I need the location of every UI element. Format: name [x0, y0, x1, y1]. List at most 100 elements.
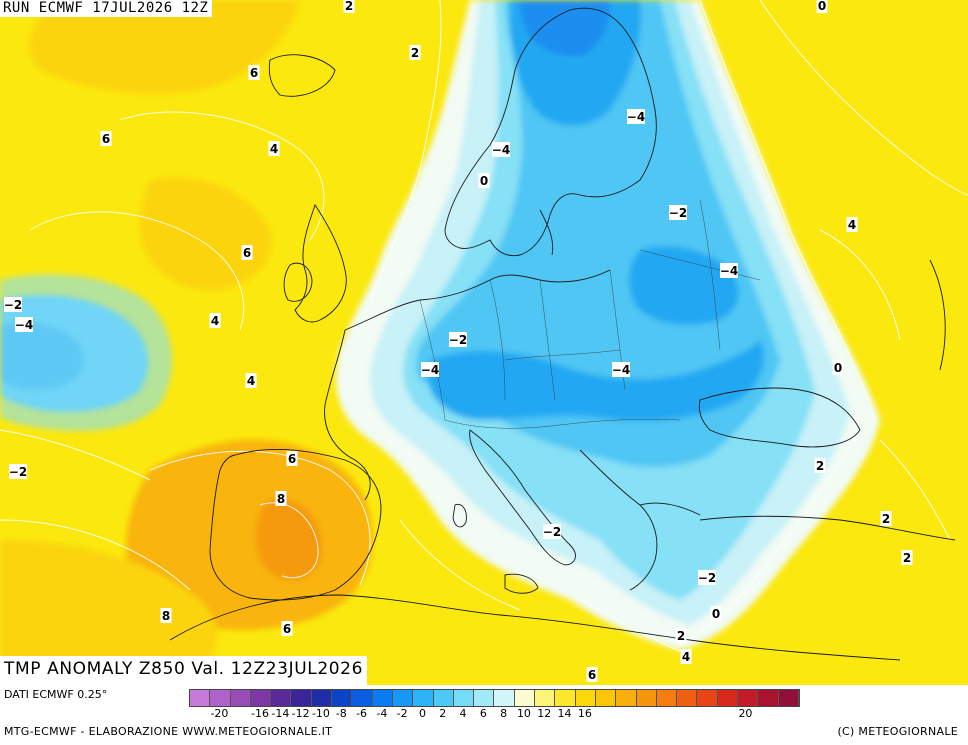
- contour-label-text: −2: [4, 298, 22, 312]
- legend-swatch: [474, 690, 495, 706]
- contour-label: 6: [281, 621, 293, 636]
- contour-label-text: 2: [903, 551, 911, 565]
- warm-iberia: [126, 439, 373, 630]
- legend-swatch: [352, 690, 373, 706]
- contour-label-text: 4: [247, 374, 255, 388]
- legend-tick: 12: [537, 707, 552, 720]
- contour-label: −4: [612, 362, 630, 377]
- legend-swatch: [535, 690, 556, 706]
- legend-swatch: [210, 690, 231, 706]
- contour-label-text: −2: [543, 525, 561, 539]
- contour-label: 2: [814, 458, 826, 473]
- contour-label-text: −4: [492, 143, 510, 157]
- contour-label-text: 8: [162, 609, 170, 623]
- contour-label-text: 2: [677, 629, 685, 643]
- contour-label-text: −4: [15, 318, 33, 332]
- contour-label-text: −2: [449, 333, 467, 347]
- contour-label-text: 4: [682, 650, 690, 664]
- contour-label: −4: [720, 263, 738, 278]
- contour-label-text: 6: [588, 668, 596, 682]
- warm-atlantic-nw: [29, 0, 300, 94]
- contour-label-text: 0: [818, 0, 826, 13]
- legend-swatch: [738, 690, 759, 706]
- legend-swatch: [758, 690, 779, 706]
- legend-swatch: [697, 690, 718, 706]
- legend-tick: -2: [396, 707, 408, 720]
- coastlines: [169, 7, 956, 661]
- legend-tick: 14: [557, 707, 572, 720]
- contour-label-text: −4: [612, 363, 630, 377]
- legend-swatch: [190, 690, 211, 706]
- legend-swatch: [453, 690, 475, 706]
- contour-label: −4: [627, 109, 645, 124]
- contour-label: 8: [160, 608, 172, 623]
- legend-swatch: [717, 690, 739, 706]
- contour-label-text: 6: [250, 66, 258, 80]
- contour-label: −2: [449, 332, 467, 347]
- contour-labels: 2 0 6 2 6 4 −4 −4 0 −2 4 6 −4 −2 −4 4 −2 4 −4 −4 0 −2 6 2 8 −2 2 2 8…: [4, 0, 913, 682]
- legend-swatch: [433, 690, 454, 706]
- legend-swatch: [595, 690, 617, 706]
- legend-tick: -4: [376, 707, 388, 720]
- contour-label: 6: [286, 451, 298, 466]
- contour-label: 4: [209, 313, 221, 328]
- legend-swatch: [778, 690, 799, 706]
- legend-tick: -12: [291, 707, 310, 720]
- contour-label-text: 4: [848, 218, 856, 232]
- legend-tick: 0: [418, 707, 426, 720]
- legend-swatch: [413, 690, 434, 706]
- contour-label-text: −4: [627, 110, 645, 124]
- contour-label: 2: [675, 628, 687, 643]
- legend-tick: -10: [311, 707, 330, 720]
- contour-label: 4: [680, 649, 692, 664]
- borders: [419, 199, 761, 429]
- legend-tick: -16: [251, 707, 270, 720]
- legend-swatch: [311, 690, 333, 706]
- contour-label-text: 4: [270, 142, 278, 156]
- legend-swatch: [616, 690, 637, 706]
- map-title: TMP ANOMALY Z850 Val. 12Z23JUL2026: [0, 656, 367, 685]
- contour-label-text: 6: [288, 452, 296, 466]
- legend-swatch: [656, 690, 678, 706]
- credit-line: MTG-ECMWF - ELABORAZIONE WWW.METEOGIORNA…: [4, 725, 333, 738]
- contour-label: 6: [241, 245, 253, 260]
- contour-label: 0: [710, 606, 722, 621]
- contour-label-text: 6: [283, 622, 291, 636]
- run-label: RUN ECMWF 17JUL2026 12Z: [0, 0, 213, 17]
- legend-swatch: [575, 690, 596, 706]
- contour-label: −2: [4, 297, 22, 312]
- legend-tick: -6: [356, 707, 368, 720]
- contour-label-text: −2: [669, 206, 687, 220]
- contour-label-text: 2: [345, 0, 353, 13]
- legend-tick: 6: [479, 707, 487, 720]
- contour-label: 4: [268, 141, 280, 156]
- contour-label-text: −2: [698, 571, 716, 585]
- cool-atlantic-ring: [0, 274, 172, 431]
- legend-swatch: [332, 690, 353, 706]
- contour-label-text: 8: [277, 492, 285, 506]
- legend-tick: 16: [577, 707, 592, 720]
- cold-central: [428, 340, 764, 421]
- legend-swatch: [250, 690, 272, 706]
- anomaly-field: [0, 0, 880, 685]
- legend-tick: 2: [439, 707, 447, 720]
- contour-label: 4: [245, 373, 257, 388]
- legend-swatch: [392, 690, 414, 706]
- warm-atlantic-mid: [140, 177, 272, 290]
- legend-swatch: [230, 690, 251, 706]
- contour-label-text: −4: [720, 264, 738, 278]
- contour-label-text: 4: [211, 314, 219, 328]
- anomaly-map: 2 0 6 2 6 4 −4 −4 0 −2 4 6 −4 −2 −4 4 −2 4 −4 −4 0 −2 6 2 8 −2 2 2 8…: [0, 0, 968, 685]
- contour-label-text: 2: [411, 46, 419, 60]
- warm-iberia-core: [255, 499, 323, 581]
- warm-north-africa: [0, 540, 218, 685]
- contour-label-text: 6: [243, 246, 251, 260]
- contour-label-text: 0: [834, 361, 842, 375]
- legend-swatch: [677, 690, 698, 706]
- contour-label-text: −4: [421, 363, 439, 377]
- contour-label: 2: [409, 45, 421, 60]
- contour-label: 2: [901, 550, 913, 565]
- legend-swatch: [494, 690, 515, 706]
- legend-tick: 8: [500, 707, 508, 720]
